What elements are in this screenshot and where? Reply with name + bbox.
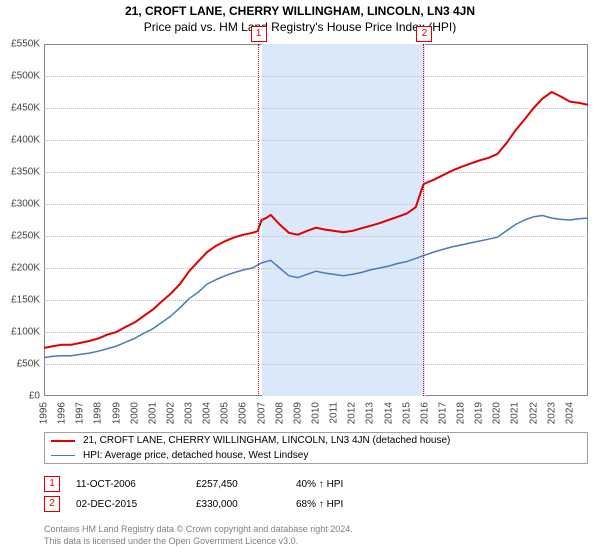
legend-swatch: [51, 455, 75, 456]
legend-label: 21, CROFT LANE, CHERRY WILLINGHAM, LINCO…: [83, 435, 450, 446]
x-tick-label: 2008: [274, 402, 285, 424]
page-title: 21, CROFT LANE, CHERRY WILLINGHAM, LINCO…: [0, 4, 600, 18]
y-tick-label: £450K: [2, 103, 40, 114]
sale-marker-label: 2: [416, 26, 432, 42]
y-tick-label: £250K: [2, 231, 40, 242]
sale-marker-box: 2: [44, 496, 60, 512]
y-tick-label: £400K: [2, 135, 40, 146]
legend-item: 21, CROFT LANE, CHERRY WILLINGHAM, LINCO…: [45, 433, 587, 448]
x-tick-label: 2011: [329, 402, 340, 424]
chart-legend: 21, CROFT LANE, CHERRY WILLINGHAM, LINCO…: [44, 432, 588, 464]
y-tick-label: £150K: [2, 295, 40, 306]
sale-price: £257,450: [196, 479, 296, 490]
x-tick-label: 2020: [492, 402, 503, 424]
x-tick-label: 1996: [57, 402, 68, 424]
sale-date: 02-DEC-2015: [76, 499, 196, 510]
sale-marker: 1: [258, 44, 259, 396]
y-tick-label: £200K: [2, 263, 40, 274]
sale-pct-vs-hpi: 40% ↑ HPI: [296, 479, 416, 490]
legend-swatch: [51, 440, 75, 442]
y-tick-label: £350K: [2, 167, 40, 178]
chart-lines: [44, 44, 588, 396]
x-tick-label: 2012: [347, 402, 358, 424]
y-tick-label: £550K: [2, 39, 40, 50]
y-tick-label: £50K: [2, 359, 40, 370]
x-tick-label: 2009: [292, 402, 303, 424]
x-tick-label: 1998: [93, 402, 104, 424]
sale-marker-box: 1: [44, 476, 60, 492]
legend-item: HPI: Average price, detached house, West…: [45, 448, 587, 463]
x-tick-label: 2024: [564, 402, 575, 424]
sale-marker-label: 1: [251, 26, 267, 42]
x-tick-label: 2002: [165, 402, 176, 424]
x-tick-label: 1999: [111, 402, 122, 424]
page-subtitle: Price paid vs. HM Land Registry's House …: [0, 20, 600, 34]
x-tick-label: 2014: [383, 402, 394, 424]
x-tick-label: 2005: [220, 402, 231, 424]
x-tick-label: 2018: [456, 402, 467, 424]
sale-date: 11-OCT-2006: [76, 479, 196, 490]
x-tick-label: 2022: [528, 402, 539, 424]
footer-line: This data is licensed under the Open Gov…: [44, 536, 588, 548]
x-tick-label: 1997: [75, 402, 86, 424]
x-tick-label: 2023: [546, 402, 557, 424]
x-tick-label: 2000: [129, 402, 140, 424]
sale-marker: 2: [423, 44, 424, 396]
x-tick-label: 2013: [365, 402, 376, 424]
sale-pct-vs-hpi: 68% ↑ HPI: [296, 499, 416, 510]
x-tick-label: 2004: [202, 402, 213, 424]
footer-attribution: Contains HM Land Registry data © Crown c…: [44, 524, 588, 547]
y-tick-label: £300K: [2, 199, 40, 210]
x-tick-label: 2016: [419, 402, 430, 424]
x-tick-label: 2017: [437, 402, 448, 424]
chart-plot-area: 12: [44, 44, 588, 396]
x-tick-label: 1995: [39, 402, 50, 424]
legend-label: HPI: Average price, detached house, West…: [83, 450, 308, 461]
y-tick-label: £0: [2, 391, 40, 402]
sale-table: 1 11-OCT-2006 £257,450 40% ↑ HPI 2 02-DE…: [44, 472, 588, 516]
x-tick-label: 2003: [184, 402, 195, 424]
series-hpi: [44, 216, 588, 358]
sale-row: 1 11-OCT-2006 £257,450 40% ↑ HPI: [44, 476, 588, 492]
series-price_paid: [44, 92, 588, 348]
x-tick-label: 2007: [256, 402, 267, 424]
y-tick-label: £500K: [2, 71, 40, 82]
footer-line: Contains HM Land Registry data © Crown c…: [44, 524, 588, 536]
x-tick-label: 2010: [311, 402, 322, 424]
x-tick-label: 2006: [238, 402, 249, 424]
y-tick-label: £100K: [2, 327, 40, 338]
sale-row: 2 02-DEC-2015 £330,000 68% ↑ HPI: [44, 496, 588, 512]
x-tick-label: 2001: [147, 402, 158, 424]
x-tick-label: 2019: [474, 402, 485, 424]
sale-price: £330,000: [196, 499, 296, 510]
x-tick-label: 2021: [510, 402, 521, 424]
x-tick-label: 2015: [401, 402, 412, 424]
